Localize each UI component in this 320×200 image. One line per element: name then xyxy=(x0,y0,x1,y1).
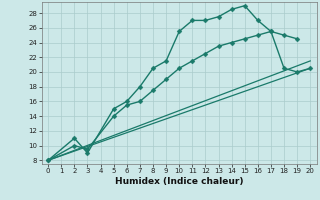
X-axis label: Humidex (Indice chaleur): Humidex (Indice chaleur) xyxy=(115,177,244,186)
